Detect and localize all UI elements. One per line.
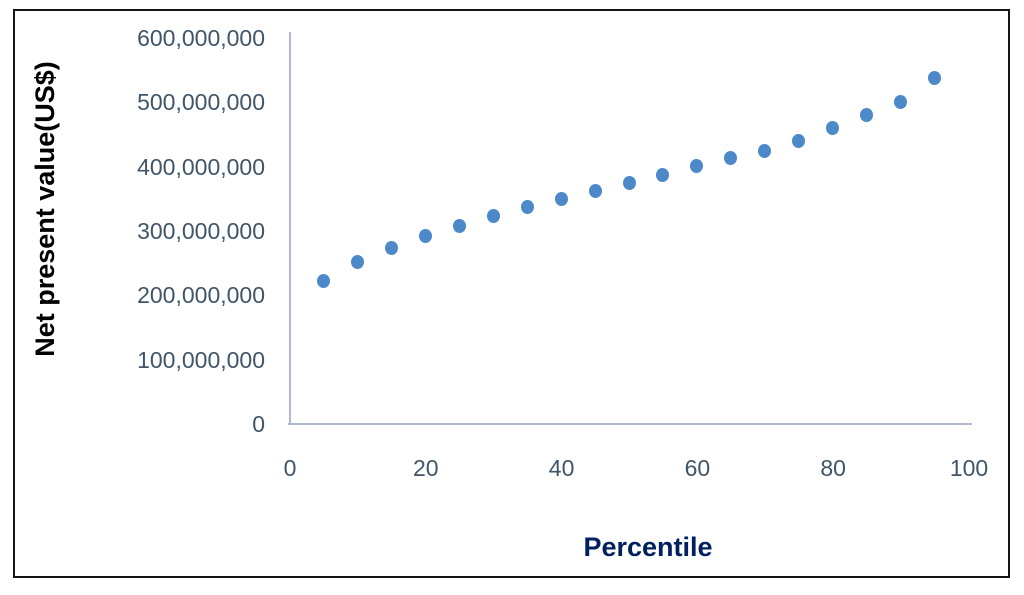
- y-tick-label: 600,000,000: [137, 25, 265, 51]
- data-point: [724, 150, 738, 165]
- data-point: [452, 218, 466, 233]
- y-tick-label: 500,000,000: [137, 89, 265, 116]
- data-point: [384, 240, 398, 255]
- data-point: [894, 94, 908, 109]
- data-point: [486, 209, 500, 224]
- data-point: [928, 70, 942, 85]
- y-tick-label: 0: [252, 411, 265, 437]
- data-point: [588, 184, 602, 199]
- y-tick-label: 400,000,000: [137, 153, 265, 180]
- x-tick-label: 0: [283, 455, 297, 481]
- x-tick-label: 60: [684, 455, 711, 481]
- x-tick-label: 20: [413, 455, 439, 481]
- data-point: [418, 229, 432, 244]
- x-axis-line: [288, 423, 972, 425]
- data-point: [690, 159, 704, 174]
- x-tick-label: 40: [548, 455, 575, 481]
- data-point: [350, 254, 364, 269]
- data-point: [316, 274, 330, 289]
- data-point: [792, 133, 806, 148]
- x-tick-label: 80: [820, 455, 846, 481]
- x-tick-label: 100: [949, 455, 989, 481]
- y-axis-title: Net present value(US$): [30, 61, 60, 357]
- y-tick-label: 100,000,000: [137, 346, 265, 373]
- chart-frame: 0 100,000,000 200,000,000 300,000,000 400,00…: [13, 9, 1010, 578]
- y-axis-line: [289, 32, 291, 424]
- data-point: [520, 200, 534, 215]
- plot-area: 0 100,000,000 200,000,000 300,000,000 400,00…: [15, 11, 1008, 576]
- x-axis-title: Percentile: [583, 532, 713, 562]
- data-point: [622, 176, 636, 191]
- data-point: [554, 191, 568, 206]
- y-tick-label: 300,000,000: [137, 218, 265, 244]
- data-point: [656, 168, 670, 183]
- data-point: [826, 121, 840, 136]
- data-point: [860, 107, 874, 122]
- y-tick-label: 200,000,000: [137, 282, 265, 309]
- data-point: [758, 143, 772, 158]
